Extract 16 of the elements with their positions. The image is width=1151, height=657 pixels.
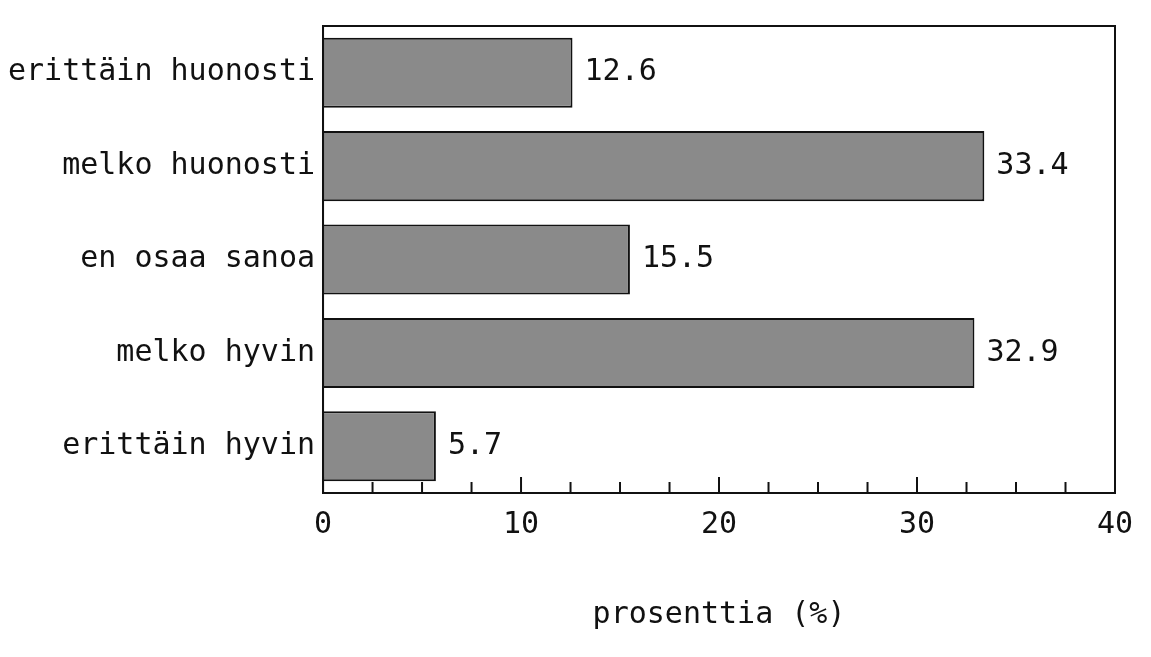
data-label: 33.4 — [996, 145, 1069, 181]
data-label: 12.6 — [584, 52, 657, 88]
y-tick-label: melko huonosti — [62, 145, 316, 181]
y-tick-label: erittäin huonosti — [8, 52, 316, 88]
x-tick-label: 30 — [898, 504, 936, 540]
x-tick-label: 20 — [700, 504, 738, 540]
y-tick-label: en osaa sanoa — [80, 239, 316, 275]
y-tick-label: erittäin hyvin — [62, 426, 316, 462]
x-tick-label: 10 — [502, 504, 540, 540]
y-tick-label: melko hyvin — [116, 332, 316, 368]
x-tick-label: 0 — [314, 504, 333, 540]
data-label: 32.9 — [986, 332, 1059, 368]
x-tick-label: 40 — [1096, 504, 1134, 540]
x-axis-title: prosenttia (%) — [592, 594, 846, 630]
data-label: 5.7 — [447, 426, 503, 462]
data-label: 15.5 — [641, 239, 715, 275]
